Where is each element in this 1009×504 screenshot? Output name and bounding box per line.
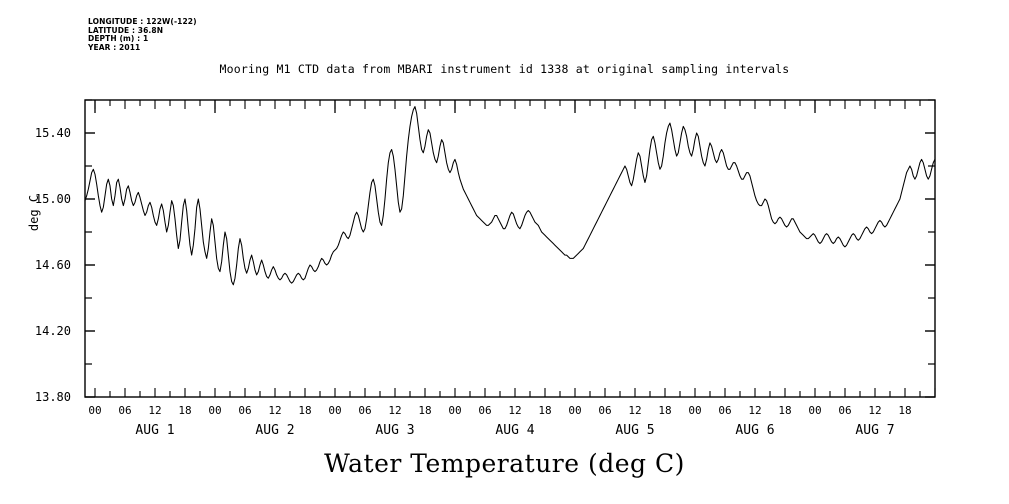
day-label: AUG 6 xyxy=(735,423,774,438)
x-tick-label: 18 xyxy=(418,404,431,417)
x-tick-label: 12 xyxy=(148,404,161,417)
day-label: AUG 3 xyxy=(375,423,414,438)
y-tick-label-group: 13.80 14.20 14.60 15.00 15.40 xyxy=(35,126,71,404)
day-label-group: AUG 1 AUG 2 AUG 3 AUG 4 AUG 5 AUG 6 AUG 7 xyxy=(135,423,894,438)
x-tick-label: 00 xyxy=(88,404,101,417)
metadata-year: YEAR : 2011 xyxy=(88,42,141,52)
y-tick-label: 14.60 xyxy=(35,258,71,272)
x-tick-label: 06 xyxy=(478,404,491,417)
x-tick-label: 18 xyxy=(178,404,191,417)
x-tick-label: 18 xyxy=(778,404,791,417)
x-tick-label: 00 xyxy=(448,404,461,417)
x-tick-label: 06 xyxy=(238,404,251,417)
x-tick-label: 00 xyxy=(808,404,821,417)
metadata-block: LONGITUDE : 122W(-122) LATITUDE : 36.8N … xyxy=(88,17,197,52)
data-series-group xyxy=(84,106,936,286)
axes-frame xyxy=(84,99,936,398)
x-tick-label: 12 xyxy=(868,404,881,417)
x-tick-label: 12 xyxy=(748,404,761,417)
x-tick-label: 18 xyxy=(658,404,671,417)
chart-title: Mooring M1 CTD data from MBARI instrumen… xyxy=(219,62,790,76)
day-label: AUG 2 xyxy=(255,423,294,438)
x-tick-label: 06 xyxy=(598,404,611,417)
x-axis-title: Water Temperature (deg C) xyxy=(324,449,685,478)
x-tick-label: 00 xyxy=(328,404,341,417)
y-tick-label: 15.40 xyxy=(35,126,71,140)
metadata-latitude: LATITUDE : 36.8N xyxy=(88,25,164,35)
x-tick-label: 18 xyxy=(898,404,911,417)
x-tick-label: 12 xyxy=(268,404,281,417)
x-tick-label: 06 xyxy=(118,404,131,417)
y-tick-label: 13.80 xyxy=(35,390,71,404)
day-label: AUG 7 xyxy=(855,423,894,438)
y-tick-label: 14.20 xyxy=(35,324,71,338)
x-tick-label: 00 xyxy=(208,404,221,417)
x-tick-label-group: 00 06 12 18 00 06 12 18 00 06 12 18 00 06 12 18 00 06 12 18… xyxy=(88,404,911,417)
day-label: AUG 1 xyxy=(135,423,174,438)
x-tick-label: 18 xyxy=(538,404,551,417)
x-tick-label: 12 xyxy=(628,404,641,417)
x-tick-label: 06 xyxy=(718,404,731,417)
x-tick-label: 18 xyxy=(298,404,311,417)
x-tick-label: 12 xyxy=(508,404,521,417)
temperature-line xyxy=(84,106,936,286)
y-tick-label: 15.00 xyxy=(35,192,71,206)
x-tick-group xyxy=(94,100,936,397)
metadata-longitude: LONGITUDE : 122W(-122) xyxy=(88,17,197,26)
x-tick-label: 12 xyxy=(388,404,401,417)
day-label: AUG 5 xyxy=(615,423,654,438)
x-tick-label: 06 xyxy=(358,404,371,417)
metadata-depth: DEPTH (m) : 1 xyxy=(88,34,149,44)
plot-frame xyxy=(84,99,936,398)
y-tick-group xyxy=(85,99,935,398)
day-label: AUG 4 xyxy=(495,423,534,438)
x-tick-label: 00 xyxy=(568,404,581,417)
x-tick-label: 00 xyxy=(688,404,701,417)
x-tick-label: 06 xyxy=(838,404,851,417)
